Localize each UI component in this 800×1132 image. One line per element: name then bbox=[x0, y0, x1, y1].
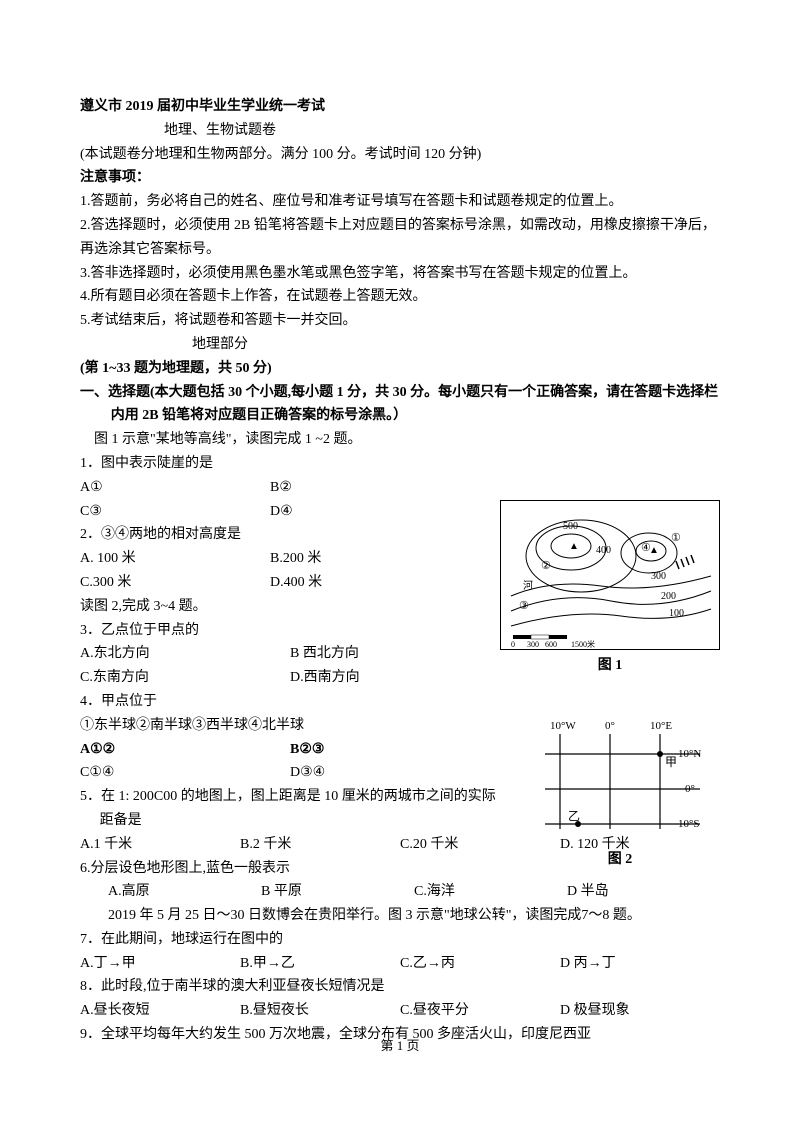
figure-1-wrap: 500 400 300 200 100 ② ① ④ ③ ▲ ▲ 0 300 60… bbox=[500, 500, 720, 678]
exam-info: (本试题卷分地理和生物两部分。满分 100 分。考试时间 120 分钟) bbox=[80, 143, 720, 167]
figure-2: 10°W 0° 10°E 10°N 0° 10°S 甲 乙 bbox=[530, 714, 710, 844]
q2-opt-a: A. 100 米 bbox=[80, 547, 270, 571]
q2-opt-c: C.300 米 bbox=[80, 571, 270, 595]
intro-q7: 2019 年 5 月 25 日～30 日数博会在贵阳举行。图 3 示意"地球公转… bbox=[80, 904, 720, 928]
notice-3: 3.答非选择题时，必须使用黑色墨水笔或黑色签字笔，将答案书写在答题卡规定的位置上… bbox=[80, 262, 720, 286]
q2-options: A. 100 米 B.200 米 bbox=[80, 547, 460, 571]
svg-text:200: 200 bbox=[661, 591, 676, 602]
q1-options: A① B② bbox=[80, 476, 460, 500]
q2-opt-d: D.400 米 bbox=[270, 571, 460, 595]
q7-opt-b: B.甲→乙 bbox=[240, 952, 400, 976]
q7-opt-a: A.丁→甲 bbox=[80, 952, 240, 976]
q6-opt-c: C.海洋 bbox=[414, 880, 567, 904]
svg-text:甲: 甲 bbox=[665, 755, 677, 769]
section-label: 地理部分 bbox=[80, 333, 720, 357]
q3-stem: 3．乙点位于甲点的 bbox=[80, 619, 500, 643]
q2-opt-b: B.200 米 bbox=[270, 547, 460, 571]
svg-text:②: ② bbox=[541, 560, 551, 572]
q4-stem: 4．甲点位于 bbox=[80, 690, 500, 714]
svg-text:10°S: 10°S bbox=[678, 818, 700, 830]
q3-options: A.东北方向 B 西北方向 bbox=[80, 642, 500, 666]
q8-opt-d: D 极昼现象 bbox=[560, 999, 720, 1023]
svg-text:1500米: 1500米 bbox=[571, 639, 595, 649]
exam-subtitle: 地理、生物试题卷 bbox=[80, 119, 720, 143]
q2-options-2: C.300 米 D.400 米 bbox=[80, 571, 460, 595]
q2-stem: 2．③④两地的相对高度是 bbox=[80, 523, 460, 547]
svg-text:乙: 乙 bbox=[568, 809, 580, 823]
svg-text:10°N: 10°N bbox=[678, 748, 701, 760]
notice-1: 1.答题前，务必将自己的姓名、座位号和准考证号填写在答题卡和试题卷规定的位置上。 bbox=[80, 190, 720, 214]
notice-4: 4.所有题目必须在答题卡上作答，在试题卷上答题无效。 bbox=[80, 285, 720, 309]
notice-5: 5.考试结束后，将试题卷和答题卡一并交回。 bbox=[80, 309, 720, 333]
exam-title: 遵义市 2019 届初中毕业生学业统一考试 bbox=[80, 95, 720, 119]
q6-options: A.高原 B 平原 C.海洋 D 半岛 bbox=[80, 880, 720, 904]
q3-opt-c: C.东南方向 bbox=[80, 666, 290, 690]
figure-1: 500 400 300 200 100 ② ① ④ ③ ▲ ▲ 0 300 60… bbox=[500, 500, 720, 650]
q8-opt-c: C.昼夜平分 bbox=[400, 999, 560, 1023]
svg-text:400: 400 bbox=[596, 545, 611, 556]
intro-q1: 图 1 示意"某地等高线"，读图完成 1 ~2 题。 bbox=[80, 428, 720, 452]
svg-text:100: 100 bbox=[669, 608, 684, 619]
q1-stem: 1．图中表示陡崖的是 bbox=[80, 452, 460, 476]
q7-opt-d: D 丙→丁 bbox=[560, 952, 720, 976]
q8-opt-a: A.昼长夜短 bbox=[80, 999, 240, 1023]
figure-2-wrap: 10°W 0° 10°E 10°N 0° 10°S 甲 乙 图 2 bbox=[530, 714, 710, 872]
svg-text:10°W: 10°W bbox=[550, 720, 576, 732]
q8-opt-b: B.昼短夜长 bbox=[240, 999, 400, 1023]
svg-text:0°: 0° bbox=[685, 783, 695, 795]
q4-options: A①② B②③ bbox=[80, 738, 500, 762]
q4-opt-d: D③④ bbox=[290, 761, 500, 785]
q4-options-2: C①④ D③④ bbox=[80, 761, 500, 785]
q4-opt-c: C①④ bbox=[80, 761, 290, 785]
svg-text:①: ① bbox=[671, 532, 681, 544]
svg-text:河: 河 bbox=[523, 580, 533, 592]
q7-opt-c: C.乙→丙 bbox=[400, 952, 560, 976]
q7-options: A.丁→甲 B.甲→乙 C.乙→丙 D 丙→丁 bbox=[80, 952, 720, 976]
q1-options-2: C③ D④ bbox=[80, 500, 460, 524]
q1-opt-a: A① bbox=[80, 476, 270, 500]
q3-opt-b: B 西北方向 bbox=[290, 642, 500, 666]
svg-text:▲: ▲ bbox=[569, 541, 579, 552]
page-number: 第 1 页 bbox=[0, 1035, 800, 1057]
figure-2-label: 图 2 bbox=[530, 848, 710, 872]
q4-opt-a: A①② bbox=[80, 738, 290, 762]
svg-text:600: 600 bbox=[545, 640, 557, 649]
q5-opt-a: A.1 千米 bbox=[80, 833, 240, 857]
q4-line2: ①东半球②南半球③西半球④北半球 bbox=[80, 714, 500, 738]
q6-opt-a: A.高原 bbox=[108, 880, 261, 904]
part1-title: 一、选择题(本大题包括 30 个小题,每小题 1 分，共 30 分。每小题只有一… bbox=[111, 381, 720, 429]
q7-stem: 7．在此期间，地球运行在图中的 bbox=[80, 928, 720, 952]
figure-1-label: 图 1 bbox=[500, 654, 720, 678]
q6-opt-d: D 半岛 bbox=[567, 880, 720, 904]
svg-text:300: 300 bbox=[651, 571, 666, 582]
q1-opt-d: D④ bbox=[270, 500, 460, 524]
range-label: (第 1~33 题为地理题，共 50 分) bbox=[80, 357, 720, 381]
svg-text:10°E: 10°E bbox=[650, 720, 672, 732]
notice-2: 2.答选择题时，必须使用 2B 铅笔将答题卡上对应题目的答案标号涂黑，如需改动，… bbox=[80, 214, 720, 262]
q1-opt-c: C③ bbox=[80, 500, 270, 524]
notice-title: 注意事项： bbox=[80, 166, 720, 190]
q8-options: A.昼长夜短 B.昼短夜长 C.昼夜平分 D 极昼现象 bbox=[80, 999, 720, 1023]
q3-opt-a: A.东北方向 bbox=[80, 642, 290, 666]
q3-opt-d: D.西南方向 bbox=[290, 666, 500, 690]
q1-opt-b: B② bbox=[270, 476, 460, 500]
q3-options-2: C.东南方向 D.西南方向 bbox=[80, 666, 500, 690]
svg-text:500: 500 bbox=[563, 521, 578, 532]
q8-stem: 8．此时段,位于南半球的澳大利亚昼夜长短情况是 bbox=[80, 975, 720, 999]
q5-opt-b: B.2 千米 bbox=[240, 833, 400, 857]
q6-opt-b: B 平原 bbox=[261, 880, 414, 904]
svg-text:▲: ▲ bbox=[649, 545, 659, 556]
svg-text:0: 0 bbox=[511, 640, 515, 649]
svg-text:0°: 0° bbox=[605, 720, 615, 732]
svg-text:300: 300 bbox=[527, 640, 539, 649]
q4-opt-b: B②③ bbox=[290, 738, 500, 762]
q5-stem: 5．在 1: 200C00 的地图上，图上距离是 10 厘米的两城市之间的实际距… bbox=[100, 785, 500, 833]
svg-text:③: ③ bbox=[519, 600, 529, 612]
